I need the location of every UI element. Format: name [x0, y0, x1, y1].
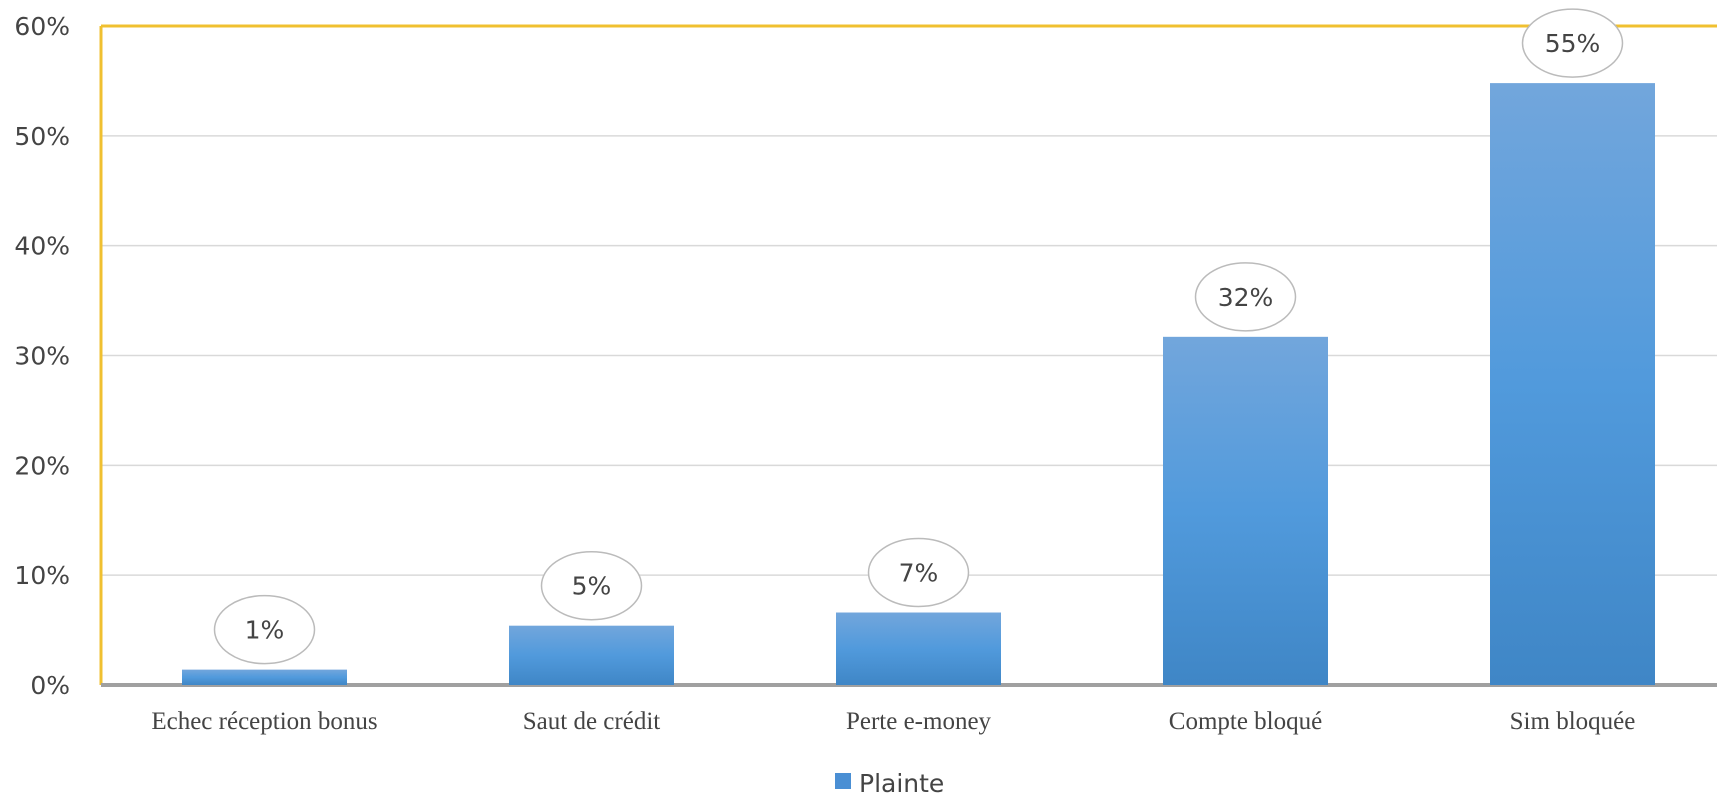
- legend-swatch: [835, 773, 851, 789]
- x-tick-label: Saut de crédit: [523, 708, 661, 735]
- y-tick-label: 30%: [14, 342, 70, 371]
- x-tick-label: Sim bloquée: [1510, 708, 1636, 735]
- data-label: 5%: [572, 572, 612, 601]
- data-label: 7%: [899, 559, 939, 588]
- data-label-bubble: [540, 550, 643, 621]
- data-label-bubble: [867, 537, 970, 608]
- data-label-bubble: [1521, 8, 1624, 78]
- y-tick-label: 60%: [14, 12, 70, 41]
- data-label-bubble: [1194, 262, 1297, 332]
- bar: [1490, 83, 1655, 685]
- bar: [836, 612, 1001, 685]
- bar: [509, 625, 674, 685]
- bar: [1163, 336, 1328, 685]
- y-tick-label: 0%: [30, 671, 70, 700]
- data-label: 1%: [245, 616, 285, 645]
- data-label: 55%: [1545, 29, 1601, 58]
- x-tick-label: Perte e-money: [846, 708, 992, 735]
- y-tick-label: 50%: [14, 122, 70, 151]
- y-tick-label: 10%: [14, 561, 70, 590]
- data-label-bubble: [213, 594, 316, 665]
- bar: [182, 669, 347, 685]
- x-tick-label: Compte bloqué: [1169, 708, 1322, 735]
- data-label: 32%: [1218, 283, 1274, 312]
- x-tick-label: Echec réception bonus: [151, 708, 377, 735]
- y-tick-label: 40%: [14, 232, 70, 261]
- y-tick-label: 20%: [14, 451, 70, 480]
- legend-label: Plainte: [859, 769, 944, 796]
